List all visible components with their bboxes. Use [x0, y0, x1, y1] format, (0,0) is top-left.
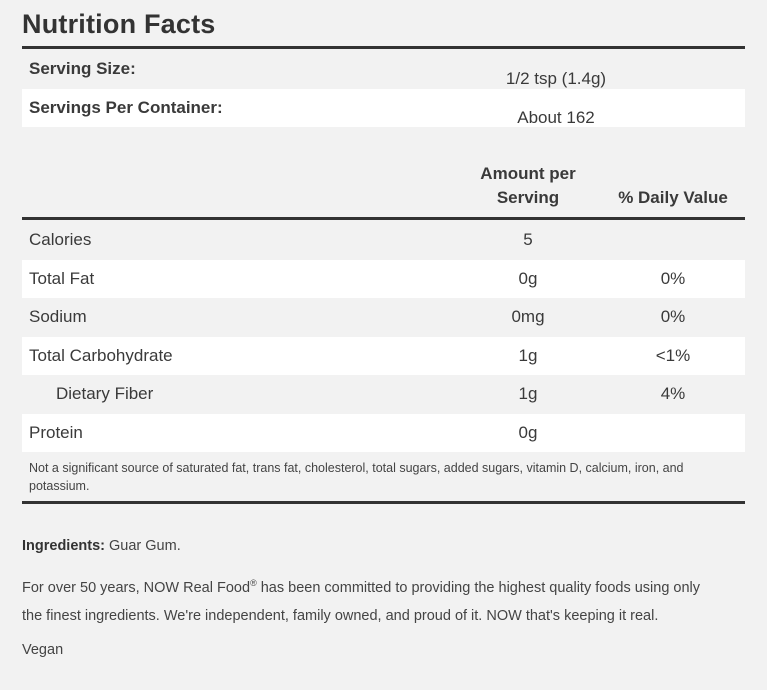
nutrient-row-total-carbohydrate: Total Carbohydrate 1g <1% — [22, 337, 745, 375]
nutrient-row-dietary-fiber: Dietary Fiber 1g 4% — [22, 375, 745, 413]
serving-size-value: 1/2 tsp (1.4g) — [505, 69, 607, 88]
nutrient-amount: 0g — [518, 423, 538, 442]
servings-per-container-row: Servings Per Container: About 162 — [22, 89, 745, 127]
servings-per-container-value: About 162 — [517, 108, 595, 127]
nutrient-amount: 1g — [518, 384, 538, 403]
nutrient-name: Sodium — [29, 307, 87, 326]
serving-size-label: Serving Size: — [29, 59, 136, 78]
daily-value-header: % Daily Value — [618, 188, 728, 207]
amount-per-serving-header: Amount per Serving — [468, 162, 588, 210]
nutrient-daily-value: <1% — [655, 346, 691, 365]
nutrient-name: Calories — [29, 230, 92, 249]
nutrient-amount: 5 — [523, 230, 533, 249]
nutrient-amount: 0g — [518, 269, 538, 288]
footer-divider — [22, 501, 745, 504]
registered-mark: ® — [250, 578, 257, 588]
nutrient-amount: 1g — [518, 346, 538, 365]
ingredients-value: Guar Gum. — [109, 538, 181, 554]
description-part1: For over 50 years, NOW Real Food — [22, 579, 251, 596]
description-part2: has been committed to providing the high… — [256, 579, 701, 596]
nutrient-daily-value: 0% — [660, 269, 686, 288]
description-line2: the finest ingredients. We're independen… — [22, 607, 659, 624]
servings-per-container-label: Servings Per Container: — [29, 98, 223, 117]
amount-header-line1: Amount per — [480, 164, 576, 183]
nutrient-daily-value: 4% — [660, 384, 686, 403]
nutrient-row-sodium: Sodium 0mg 0% — [22, 298, 745, 336]
ingredients-line: Ingredients: Guar Gum. — [22, 538, 181, 554]
nutrient-name: Total Carbohydrate — [29, 346, 173, 365]
ingredients-label: Ingredients: — [22, 538, 105, 554]
title-divider — [22, 46, 745, 49]
nutrient-amount: 0mg — [511, 307, 545, 326]
nutrient-name: Total Fat — [29, 269, 95, 288]
nutrient-name: Dietary Fiber — [56, 384, 154, 403]
page-title: Nutrition Facts — [22, 9, 216, 39]
vegan-tag: Vegan — [22, 642, 64, 658]
serving-size-row: Serving Size: 1/2 tsp (1.4g) — [22, 50, 745, 88]
amount-header-line2: Serving — [496, 188, 560, 207]
nutrient-daily-value: 0% — [660, 307, 686, 326]
nutrient-row-total-fat: Total Fat 0g 0% — [22, 260, 745, 298]
brand-description: For over 50 years, NOW Real Food® has be… — [22, 569, 745, 630]
nutrient-name: Protein — [29, 423, 83, 442]
nutrient-row-protein: Protein 0g — [22, 414, 745, 452]
nutrient-row-calories: Calories 5 — [22, 221, 745, 259]
footnote: Not a significant source of saturated fa… — [29, 461, 684, 493]
header-divider — [22, 217, 745, 220]
